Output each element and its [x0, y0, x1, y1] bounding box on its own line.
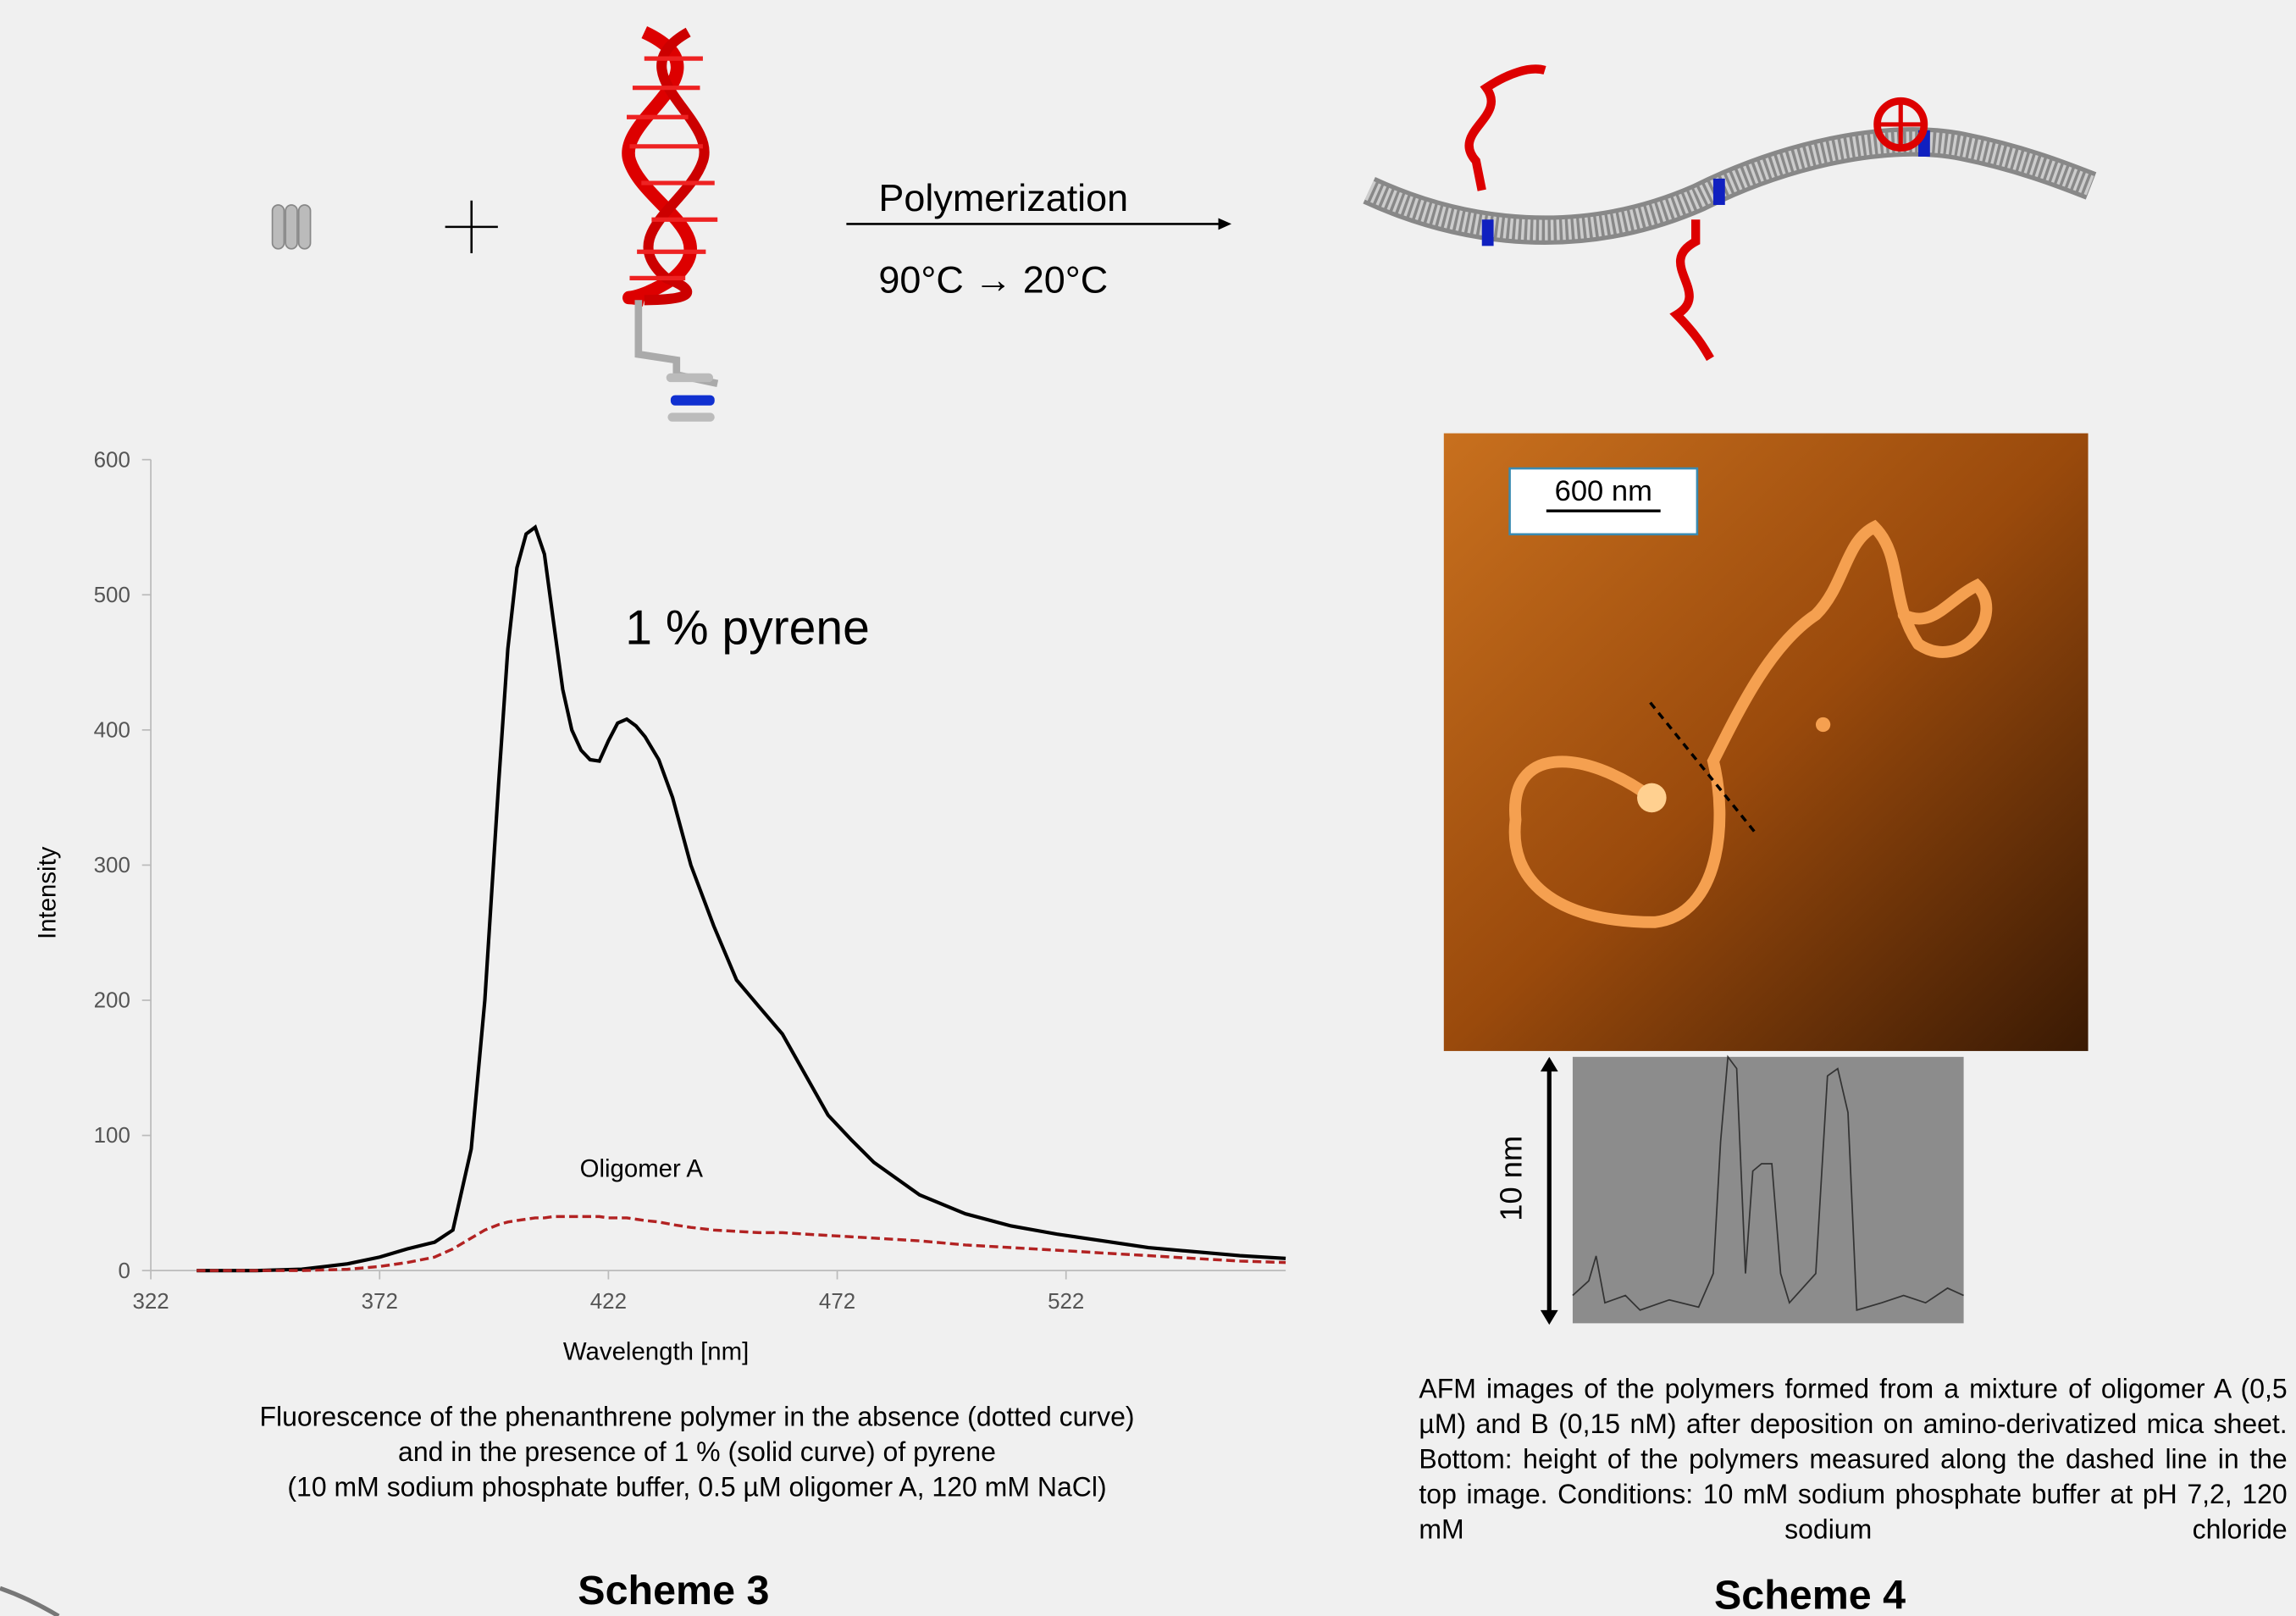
- y-tick-label: 0: [118, 1259, 130, 1283]
- polymer-icon: [1369, 69, 2091, 358]
- y-tick-label: 500: [94, 584, 130, 607]
- afm-image: [1444, 434, 2089, 1051]
- y-axis-label: Intensity: [34, 846, 62, 939]
- height-profile: [1541, 1057, 1964, 1325]
- corner-swoosh: [0, 1588, 58, 1616]
- left-caption: Fluorescence of the phenanthrene polymer…: [147, 1399, 1248, 1504]
- x-tick-label: 422: [590, 1290, 627, 1314]
- y-tick-label: 600: [94, 448, 130, 472]
- x-tick-label: 372: [362, 1290, 398, 1314]
- chart: Wavelength [nm] Intensity 0 100 200 300 400 5…: [34, 448, 1286, 1365]
- conditions-label: 90°C → 20°C: [878, 258, 1108, 302]
- caption-line: Fluorescence of the phenanthrene polymer…: [147, 1399, 1248, 1434]
- page: Polymerization 90°C → 20°C Wavelength [n…: [0, 0, 2296, 1616]
- x-tick-label: 322: [132, 1290, 169, 1314]
- y-tick-label: 100: [94, 1124, 130, 1148]
- y-tick-label: 400: [94, 718, 130, 742]
- x-tick-label: 522: [1048, 1290, 1084, 1314]
- caption-line: (10 mM sodium phosphate buffer, 0.5 µM o…: [147, 1469, 1248, 1504]
- height-scale-label: 10 nm: [1493, 1136, 1528, 1221]
- scheme-label: Scheme 4: [1663, 1572, 1956, 1616]
- y-tick-label: 300: [94, 854, 130, 877]
- right-caption: AFM images of the polymers formed from a…: [1419, 1371, 2287, 1547]
- x-tick-label: 472: [819, 1290, 855, 1314]
- plus-sign: [445, 201, 498, 253]
- slide: Polymerization 90°C → 20°C Wavelength [n…: [0, 0, 2296, 1616]
- series-label: Oligomer A: [580, 1155, 704, 1183]
- caption-line: and in the presence of 1 % (solid curve)…: [147, 1435, 1248, 1469]
- reaction-label: Polymerization: [878, 176, 1128, 219]
- oligomer-icon: [627, 32, 717, 422]
- arrow-head: [1219, 219, 1232, 230]
- x-axis-label: Wavelength [nm]: [563, 1338, 749, 1366]
- y-tick-label: 200: [94, 989, 130, 1013]
- monomer-icon: [273, 205, 311, 249]
- scale-bar-label: 600 nm: [1555, 475, 1652, 507]
- series-label: 1 % pyrene: [625, 600, 870, 655]
- scheme-label: Scheme 3: [527, 1568, 820, 1614]
